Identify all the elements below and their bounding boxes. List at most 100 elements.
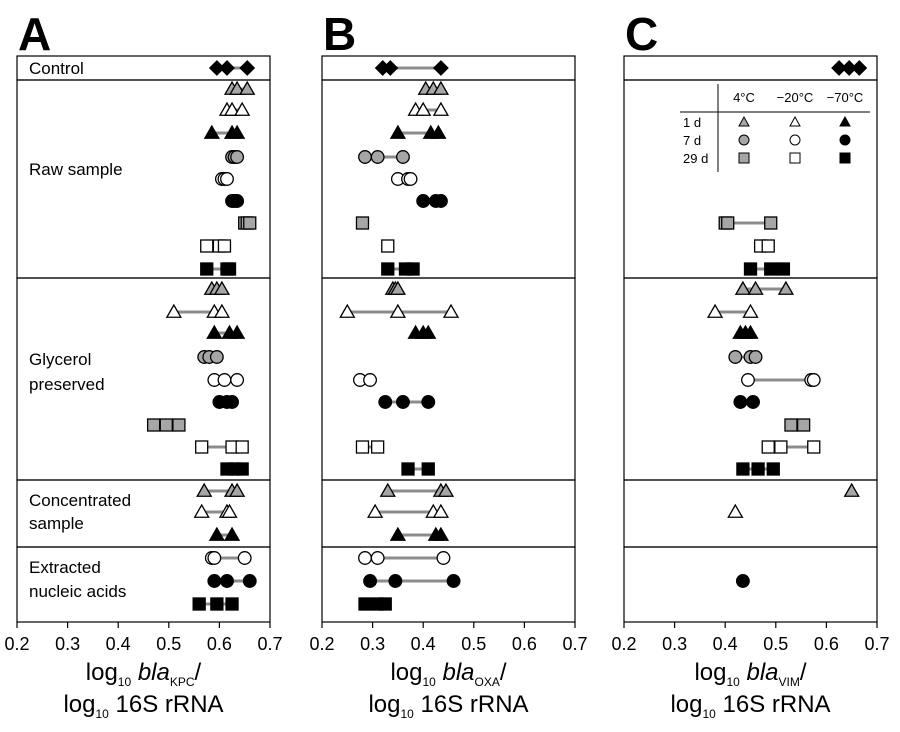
- square-marker: [225, 597, 239, 611]
- group-box: [321, 546, 576, 623]
- triangle-marker: [389, 124, 407, 139]
- circle-marker: [416, 194, 431, 208]
- triangle-marker: [437, 482, 455, 497]
- triangle-marker: [389, 303, 407, 318]
- square-marker: [774, 440, 788, 454]
- x-tick-label: 0.2: [611, 634, 636, 654]
- triangle-marker: [193, 503, 210, 518]
- x-tick-label: 0.5: [156, 634, 181, 654]
- circle-marker: [433, 194, 448, 208]
- x-tick-label: 0.4: [411, 634, 436, 654]
- circle-marker: [403, 172, 418, 186]
- group-label: sample: [29, 514, 84, 533]
- triangle-marker: [228, 124, 246, 139]
- diamond-marker: [382, 60, 399, 76]
- circle-marker: [217, 373, 232, 387]
- group-label: nucleic acids: [29, 582, 126, 601]
- square-marker: [243, 216, 257, 230]
- circle-marker: [396, 150, 410, 164]
- circle-marker: [446, 574, 461, 588]
- circle-marker: [748, 350, 763, 364]
- triangle-marker: [228, 324, 246, 339]
- square-marker: [784, 418, 798, 432]
- circle-marker: [728, 350, 743, 364]
- diamond-marker: [219, 60, 235, 76]
- square-marker: [401, 462, 415, 476]
- x-axis-title-line1: log10 blaKPC/: [86, 659, 202, 689]
- triangle-marker: [432, 503, 450, 518]
- triangle-marker: [367, 503, 384, 518]
- legend-triangle-marker: [839, 115, 851, 127]
- square-marker: [421, 462, 435, 476]
- legend-row-header: 29 d: [683, 151, 708, 166]
- square-marker: [235, 440, 249, 454]
- square-marker: [406, 262, 420, 276]
- circle-marker: [230, 150, 245, 164]
- group-label: Extracted: [29, 558, 101, 577]
- triangle-marker: [432, 80, 450, 95]
- diamond-marker: [239, 60, 256, 76]
- square-marker: [371, 440, 385, 454]
- square-marker: [761, 239, 775, 253]
- triangle-marker: [208, 526, 225, 541]
- circle-marker: [358, 150, 372, 164]
- square-marker: [172, 418, 186, 432]
- triangle-marker: [196, 482, 213, 497]
- triangle-marker: [706, 303, 724, 318]
- x-tick-label: 0.4: [106, 634, 131, 654]
- triangle-marker: [213, 280, 231, 295]
- group-box: [623, 79, 878, 279]
- triangle-marker: [389, 526, 407, 541]
- square-marker: [200, 239, 214, 253]
- triangle-marker: [239, 80, 256, 95]
- circle-marker: [209, 350, 224, 364]
- x-axis-title-line1: log10 blaOXA/: [390, 659, 506, 689]
- legend-col-header: −70°C: [827, 90, 864, 105]
- triangle-marker: [206, 324, 223, 339]
- group-label: Glycerol: [29, 350, 91, 369]
- triangle-marker: [221, 503, 238, 518]
- square-marker: [736, 462, 750, 476]
- circle-marker: [741, 373, 755, 387]
- square-marker: [796, 418, 811, 432]
- square-marker: [381, 262, 395, 276]
- triangle-marker: [777, 280, 795, 295]
- triangle-marker: [442, 303, 460, 318]
- group-label: Control: [29, 59, 84, 78]
- triangle-marker: [223, 526, 241, 541]
- circle-marker: [733, 395, 748, 409]
- triangle-marker: [742, 324, 759, 339]
- square-marker: [764, 262, 778, 276]
- triangle-marker: [389, 280, 407, 295]
- x-tick-label: 0.6: [207, 634, 232, 654]
- square-marker: [721, 216, 735, 230]
- triangle-marker: [379, 482, 396, 497]
- triangle-marker: [727, 503, 744, 518]
- square-marker: [751, 462, 765, 476]
- triangle-marker: [165, 303, 182, 318]
- square-marker: [743, 262, 758, 276]
- square-marker: [776, 262, 791, 276]
- triangle-marker: [747, 280, 764, 295]
- square-marker: [222, 262, 237, 276]
- square-marker: [355, 216, 370, 230]
- legend-circle-marker: [789, 134, 801, 146]
- circle-marker: [220, 574, 234, 588]
- group-box: [623, 546, 878, 623]
- x-tick-label: 0.2: [309, 634, 334, 654]
- triangle-marker: [420, 324, 437, 339]
- legend-row-header: 1 d: [683, 115, 701, 130]
- circle-marker: [230, 194, 245, 208]
- square-marker: [358, 597, 372, 611]
- legend-square-marker: [839, 152, 851, 164]
- panel-letter: B: [323, 8, 356, 60]
- square-marker: [210, 597, 224, 611]
- panel-c: C 0.2 0.3 0.4 0.5 0.6 0.7 log10 blaVIM/log10 16…: [611, 8, 889, 721]
- circle-marker: [735, 574, 750, 588]
- diamond-marker: [851, 60, 868, 76]
- x-tick-label: 0.2: [4, 634, 29, 654]
- panel-letter: A: [18, 8, 51, 60]
- group-box: [623, 479, 878, 548]
- square-marker: [807, 440, 821, 454]
